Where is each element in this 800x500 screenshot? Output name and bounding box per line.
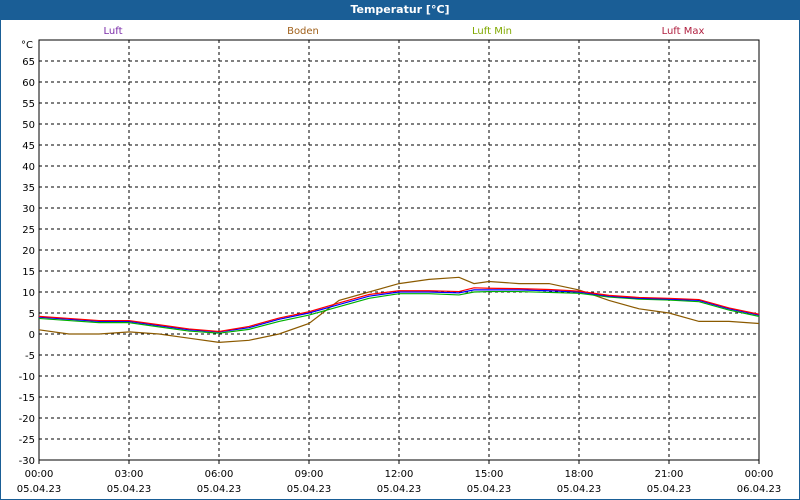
legend-boden: Boden <box>287 26 319 37</box>
x-tick-date: 05.04.23 <box>17 484 62 495</box>
plot-border <box>38 39 760 461</box>
y-tick-label: -25 <box>19 435 35 446</box>
series-line-luft-min <box>38 290 760 334</box>
chart-title: Temperatur [°C] <box>1 1 799 20</box>
legend-luft-min: Luft Min <box>472 26 512 37</box>
y-tick-label: 5 <box>29 309 35 320</box>
y-axis-unit: °C <box>21 40 33 51</box>
series-line-boden <box>38 276 760 344</box>
x-tick-date: 05.04.23 <box>197 484 242 495</box>
x-tick-date: 05.04.23 <box>647 484 692 495</box>
y-tick-label: -30 <box>19 456 35 467</box>
y-tick-label: 30 <box>22 204 35 215</box>
x-tick-time: 12:00 <box>385 469 414 480</box>
y-tick-label: 25 <box>22 225 35 236</box>
x-tick-time: 00:00 <box>25 469 54 480</box>
y-tick-label: 10 <box>22 288 35 299</box>
series-line-luft <box>38 289 760 333</box>
y-tick-label: 55 <box>22 99 35 110</box>
y-tick-label: -15 <box>19 393 35 404</box>
x-tick-time: 18:00 <box>565 469 594 480</box>
x-tick-time: 15:00 <box>475 469 504 480</box>
x-tick-date: 05.04.23 <box>377 484 422 495</box>
y-tick-label: 20 <box>22 246 35 257</box>
x-tick-time: 03:00 <box>115 469 144 480</box>
x-tick-date: 05.04.23 <box>557 484 602 495</box>
x-tick-time: 00:00 <box>745 469 774 480</box>
x-tick-time: 21:00 <box>655 469 684 480</box>
y-tick-label: 40 <box>22 162 35 173</box>
y-tick-label: 35 <box>22 183 35 194</box>
x-tick-date: 05.04.23 <box>287 484 332 495</box>
x-tick-time: 09:00 <box>295 469 324 480</box>
legend-luft-max: Luft Max <box>662 26 705 37</box>
series-line-luft-max <box>38 287 760 333</box>
y-tick-label: 65 <box>22 57 35 68</box>
y-tick-label: 60 <box>22 78 35 89</box>
legend-luft: Luft <box>104 26 123 37</box>
x-tick-date: 06.04.23 <box>737 484 782 495</box>
y-tick-label: 45 <box>22 141 35 152</box>
x-tick-date: 05.04.23 <box>467 484 512 495</box>
y-tick-label: 15 <box>22 267 35 278</box>
y-tick-label: -10 <box>19 372 35 383</box>
y-tick-label: -5 <box>25 351 35 362</box>
y-tick-label: 50 <box>22 120 35 131</box>
y-tick-label: -20 <box>19 414 35 425</box>
x-tick-date: 05.04.23 <box>107 484 152 495</box>
x-tick-time: 06:00 <box>205 469 234 480</box>
y-tick-label: 0 <box>29 330 35 341</box>
